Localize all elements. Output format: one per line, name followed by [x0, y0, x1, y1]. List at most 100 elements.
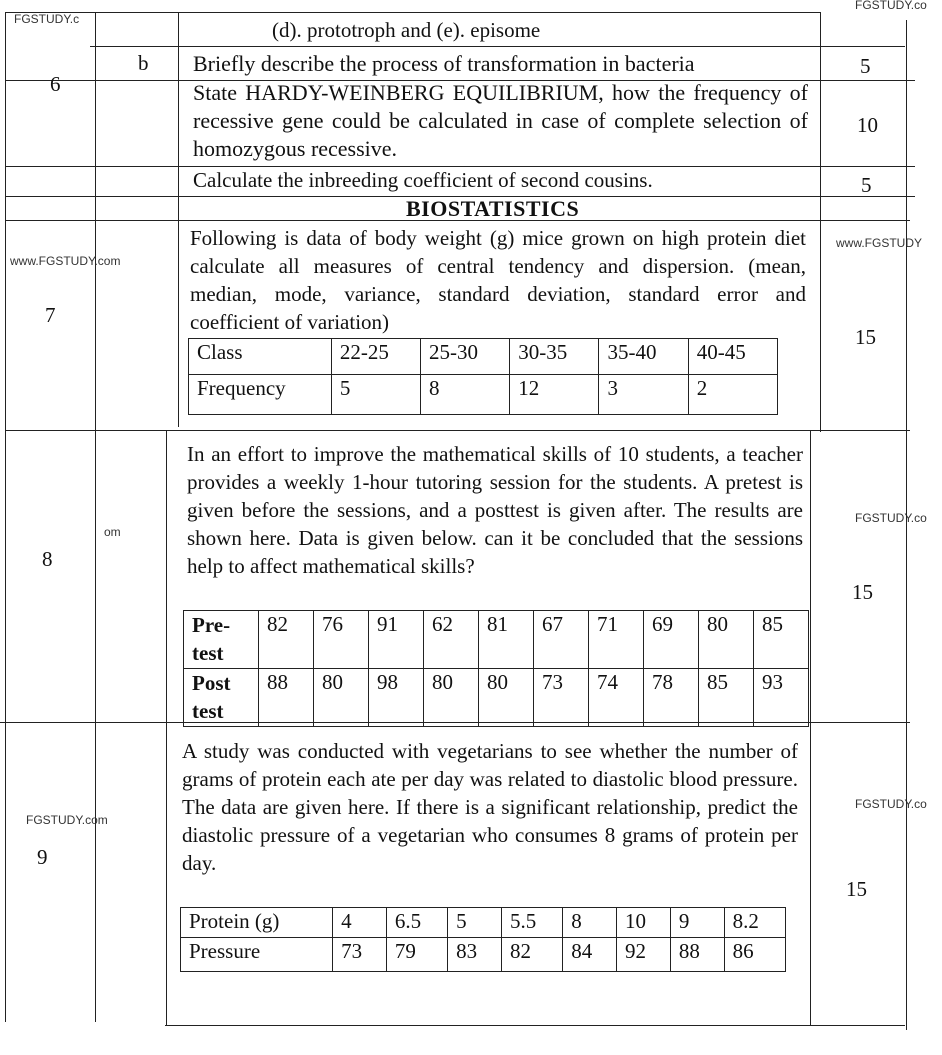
marks: 15 — [855, 325, 876, 349]
watermark: FGSTUDY.co — [855, 511, 927, 525]
rule — [810, 430, 811, 1025]
cell: Protein (g) — [179, 907, 334, 938]
cell: 2 — [687, 374, 779, 415]
cell: 81 — [478, 610, 534, 669]
section-heading: BIOSTATISTICS — [406, 196, 580, 221]
cell: 69 — [643, 610, 699, 669]
rule — [5, 430, 910, 431]
question-number: 9 — [37, 845, 48, 869]
cell: 73 — [332, 937, 387, 972]
cell: 80 — [698, 610, 754, 669]
question-number: 8 — [42, 547, 53, 571]
cell: 88 — [669, 937, 725, 972]
cell: 6.5 — [385, 907, 449, 938]
weight-table: Class 22-25 25-30 30-35 35-40 40-45 Freq… — [188, 338, 779, 415]
cell: 4 — [332, 907, 387, 938]
question-text: In an effort to improve the mathematical… — [187, 442, 803, 578]
question-text: Briefly describe the process of transfor… — [193, 51, 695, 76]
cell: 5.5 — [500, 907, 564, 938]
rule — [906, 20, 907, 1030]
cell: Post test — [183, 668, 259, 727]
cell: 30-35 — [509, 338, 600, 375]
cell: Pressure — [179, 937, 334, 972]
cell: 76 — [313, 610, 369, 669]
test-scores-table: Pre-test 82 76 91 62 81 67 71 69 80 85 P… — [183, 610, 809, 727]
question-number: 7 — [45, 303, 56, 327]
cell: 73 — [533, 668, 589, 727]
cell: 84 — [562, 937, 618, 972]
rule — [166, 430, 167, 1025]
cell: 92 — [616, 937, 671, 972]
rule — [178, 12, 179, 427]
cell: 98 — [368, 668, 424, 727]
cell: 9 — [669, 907, 725, 938]
rule — [5, 196, 915, 197]
cell: 10 — [616, 907, 671, 938]
table-row: Class 22-25 25-30 30-35 35-40 40-45 — [188, 338, 779, 375]
cell: 82 — [258, 610, 314, 669]
watermark: FGSTUDY.co — [855, 0, 927, 12]
cell: 3 — [598, 374, 689, 415]
table-row: Frequency 5 8 12 3 2 — [188, 374, 779, 415]
rule — [5, 12, 6, 1022]
marks: 5 — [861, 173, 872, 197]
cell: 80 — [313, 668, 369, 727]
cell: 74 — [588, 668, 644, 727]
cell: Pre-test — [183, 610, 259, 669]
marks: 10 — [857, 113, 878, 137]
cell: 82 — [500, 937, 564, 972]
cell: 62 — [423, 610, 479, 669]
cell: 67 — [533, 610, 589, 669]
table-row: Pre-test 82 76 91 62 81 67 71 69 80 85 — [183, 610, 809, 669]
table-row: Protein (g) 4 6.5 5 5.5 8 10 9 8.2 — [179, 907, 787, 938]
cell: 80 — [423, 668, 479, 727]
cell: 83 — [447, 937, 502, 972]
rule — [5, 220, 910, 221]
rule — [5, 80, 915, 81]
question-text: State HARDY-WEINBERG EQUILIBRIUM, how th… — [193, 80, 808, 161]
watermark: FGSTUDY.c — [14, 12, 80, 26]
rule — [820, 12, 821, 432]
watermark: www.FGSTUDY — [836, 236, 923, 250]
watermark: FGSTUDY.com — [26, 813, 108, 827]
question-number: 6 — [50, 72, 61, 96]
table-row: Pressure 73 79 83 82 84 92 88 86 — [179, 937, 787, 972]
question-text: (d). prototroph and (e). episome — [272, 18, 541, 42]
cell: 5 — [330, 374, 422, 415]
cell: Class — [188, 338, 332, 375]
cell: 8 — [420, 374, 511, 415]
rule — [165, 1025, 905, 1026]
question-text: Calculate the inbreeding coefficient of … — [193, 168, 653, 192]
rule — [95, 12, 96, 1022]
cell: 79 — [385, 937, 449, 972]
cell: Frequency — [188, 374, 332, 415]
marks: 5 — [860, 54, 871, 78]
cell: 91 — [368, 610, 424, 669]
cell: 12 — [509, 374, 600, 415]
cell: 22-25 — [330, 338, 422, 375]
cell: 8 — [562, 907, 618, 938]
cell: 93 — [753, 668, 809, 727]
question-text: A study was conducted with vegetarians t… — [182, 739, 798, 875]
cell: 85 — [698, 668, 754, 727]
table-row: Post test 88 80 98 80 80 73 74 78 85 93 — [183, 668, 809, 727]
marks: 15 — [852, 580, 873, 604]
watermark: www.FGSTUDY.com — [10, 254, 121, 268]
cell: 35-40 — [598, 338, 689, 375]
cell: 86 — [723, 937, 787, 972]
part-label: b — [138, 51, 149, 75]
rule — [90, 46, 905, 47]
cell: 88 — [258, 668, 314, 727]
cell: 8.2 — [723, 907, 787, 938]
cell: 80 — [478, 668, 534, 727]
marks: 15 — [846, 877, 867, 901]
rule — [5, 166, 915, 167]
watermark: FGSTUDY.co — [855, 797, 927, 811]
cell: 40-45 — [687, 338, 779, 375]
cell: 78 — [643, 668, 699, 727]
question-text: Following is data of body weight (g) mic… — [190, 226, 806, 334]
cell: 85 — [753, 610, 809, 669]
cell: 71 — [588, 610, 644, 669]
cell: 5 — [447, 907, 502, 938]
cell: 25-30 — [420, 338, 511, 375]
